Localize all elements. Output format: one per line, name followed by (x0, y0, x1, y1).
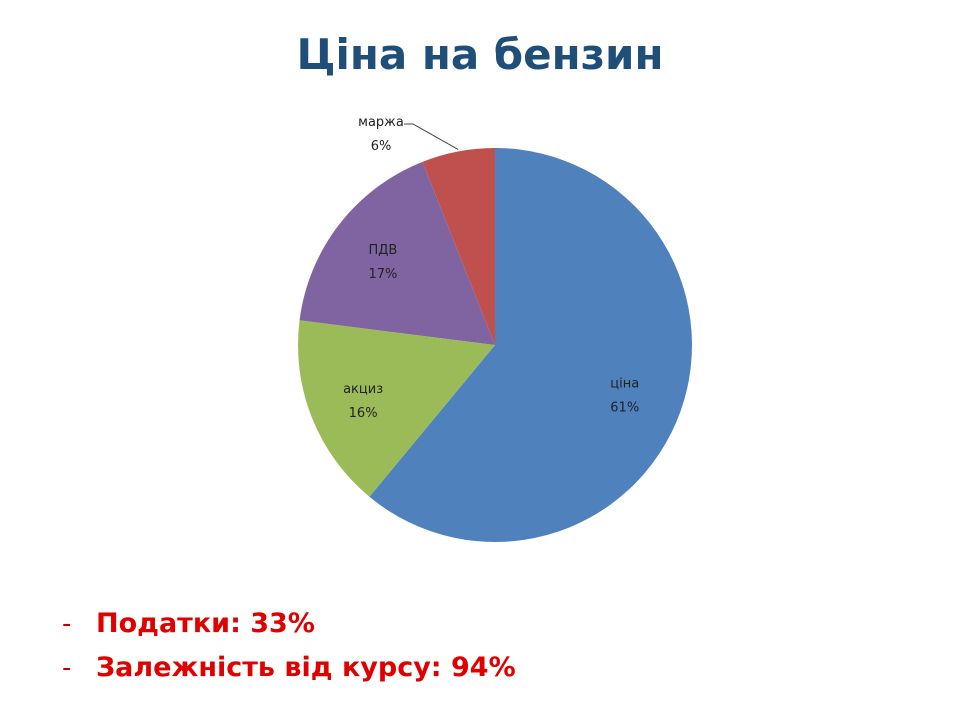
pie-labels: ціна 61% акциз 16% ПДВ 17% маржа 6% (343, 115, 639, 421)
bullet-text-taxes: Податки: 33% (96, 608, 315, 639)
bullet-currency-dependency: - Залежність від курсу: 94% (62, 652, 516, 696)
pie-slices (298, 148, 693, 543)
slice-name-label-0: ціна (610, 377, 639, 392)
pie-slice-3 (422, 148, 495, 345)
bullet-dash: - (62, 653, 72, 683)
pie-slice-1 (298, 320, 495, 497)
bullet-text-currency-dependency: Залежність від курсу: 94% (96, 652, 516, 683)
slice-name-label-1: акциз (343, 382, 383, 397)
pie-slice-2 (299, 161, 495, 345)
leader-line-3 (404, 123, 459, 150)
slice-name-label-2: ПДВ (368, 243, 397, 258)
pie-chart: ціна 61% акциз 16% ПДВ 17% маржа 6% (298, 115, 693, 543)
bullet-dash: - (62, 609, 72, 639)
slice-value-label-2: 17% (368, 267, 397, 282)
slice-value-label-0: 61% (610, 401, 639, 416)
bullet-list: - Податки: 33% - Залежність від курсу: 9… (62, 608, 516, 696)
slice-value-label-3: 6% (371, 139, 392, 154)
pie-slice-0 (369, 148, 693, 543)
slice-value-label-1: 16% (349, 406, 378, 421)
chart-title: Ціна на бензин (296, 30, 664, 79)
slice-name-label-3: маржа (358, 115, 404, 130)
bullet-taxes: - Податки: 33% (62, 608, 516, 652)
